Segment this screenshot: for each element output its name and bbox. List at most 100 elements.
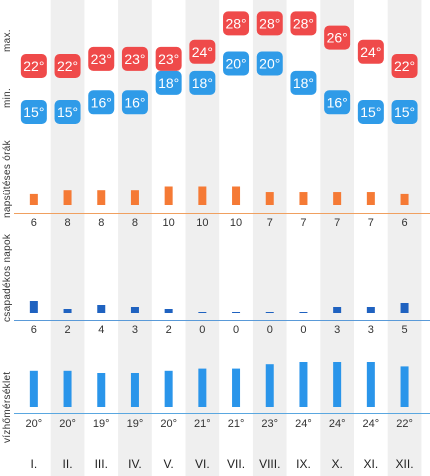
month-label: VI. — [195, 457, 210, 471]
water-temp-value: 23° — [261, 418, 278, 430]
sunshine-bar — [130, 190, 139, 205]
min-temp-badge — [54, 100, 81, 124]
month-label: V. — [164, 457, 174, 471]
min-temp-badge — [20, 100, 47, 124]
min-temp-value: 15° — [394, 104, 415, 120]
max-temp-value: 22° — [57, 58, 78, 74]
min-temp-value: 15° — [57, 104, 78, 120]
max-temp-badge — [54, 54, 81, 78]
month-label: XI. — [364, 457, 379, 471]
rain-value: 0 — [267, 324, 273, 336]
min-temp-badge — [155, 70, 182, 95]
max-temp-value: 28° — [259, 15, 280, 31]
min-temp-value: 20° — [259, 56, 280, 72]
max-temp-value: 23° — [91, 51, 112, 67]
month-label: IX. — [296, 457, 311, 471]
min-temp-badge — [256, 51, 283, 76]
rain-bar — [29, 301, 38, 313]
max-temp-value: 22° — [394, 58, 415, 74]
sunshine-value: 6 — [31, 217, 37, 229]
water-temp-value: 22° — [396, 418, 413, 430]
min-temp-badge — [88, 90, 115, 115]
max-temp-value: 28° — [225, 15, 246, 31]
water-temp-value: 20° — [160, 418, 177, 430]
rain-bar — [366, 307, 375, 313]
max-temp-badge — [20, 54, 47, 78]
sunshine-bar — [265, 192, 274, 205]
sunshine-values: 6 8 8 8 10 10 10 7 7 7 7 6 — [31, 217, 408, 229]
max-temp-label: max. — [2, 29, 13, 52]
rain-bar — [333, 307, 342, 313]
sunshine-bar — [299, 192, 308, 205]
max-temp-badge — [88, 46, 115, 71]
sunshine-value: 7 — [334, 217, 340, 229]
water-temp-value: 20° — [26, 418, 43, 430]
sunshine-value: 7 — [267, 217, 273, 229]
min-temp-value: 16° — [124, 94, 145, 110]
min-temp-value: 15° — [360, 104, 381, 120]
max-temp-value: 26° — [327, 30, 348, 46]
rain-bar — [130, 307, 139, 313]
water-temp-value: 24° — [295, 418, 312, 430]
sunshine-bar — [198, 186, 207, 205]
rain-value: 3 — [368, 324, 374, 336]
min-temp-value: 15° — [23, 104, 44, 120]
max-temp-value: 23° — [124, 51, 145, 67]
sunshine-value: 8 — [98, 217, 104, 229]
sunshine-value: 7 — [368, 217, 374, 229]
water-temp-value: 24° — [329, 418, 346, 430]
water-temp-bar — [232, 368, 241, 407]
month-label: VIII. — [259, 457, 280, 471]
max-temp-badge — [121, 46, 148, 71]
water-temp-bar — [29, 370, 38, 407]
rain-bar — [198, 312, 207, 313]
rain-bar — [97, 305, 106, 313]
sunshine-hours-label: napsütéses órák — [2, 139, 13, 218]
water-temp-bar — [299, 362, 308, 407]
min-temp-value: 16° — [91, 94, 112, 110]
month-label: XII. — [396, 457, 414, 471]
min-temp-value: 16° — [327, 94, 348, 110]
sunshine-bar — [164, 186, 173, 205]
min-temp-badge — [121, 90, 148, 115]
min-temp-badge — [324, 90, 351, 115]
rain-value: 2 — [64, 324, 70, 336]
month-label: IV. — [128, 457, 142, 471]
max-temp-value: 28° — [293, 15, 314, 31]
rainy-days-label: csapadékos napok — [2, 233, 13, 322]
sunshine-bars — [29, 186, 409, 205]
rain-values: 6 2 4 3 2 0 0 0 0 3 3 5 — [31, 324, 408, 336]
min-temp-value: 18° — [293, 75, 314, 91]
rain-value: 0 — [233, 324, 239, 336]
month-label: III. — [95, 457, 108, 471]
rain-bar — [299, 312, 308, 313]
max-temp-value: 22° — [23, 58, 44, 74]
rain-bar — [63, 309, 72, 313]
max-temp-badge — [155, 46, 182, 71]
sunshine-bar — [366, 192, 375, 205]
month-label: VII. — [227, 457, 245, 471]
sunshine-value: 8 — [132, 217, 138, 229]
min-temp-badge — [357, 100, 384, 124]
water-temp-label: vízhőmérséklet — [2, 372, 13, 443]
max-temp-badge — [357, 39, 384, 64]
rain-value: 3 — [132, 324, 138, 336]
month-label: I. — [31, 457, 38, 471]
rain-value: 0 — [300, 324, 306, 336]
sunshine-value: 10 — [163, 217, 175, 229]
rain-value: 4 — [98, 324, 104, 336]
water-temp-bar — [400, 366, 409, 407]
max-temp-badge — [256, 11, 283, 36]
water-temp-values: 20° 20° 19° 19° 20° 21° 21° 23° 24° 24° 24° 22° — [26, 418, 413, 430]
max-temp-badge — [223, 11, 250, 36]
water-temp-value: 20° — [59, 418, 76, 430]
water-temp-bar — [198, 368, 207, 407]
water-temp-bar — [333, 362, 342, 407]
rain-value: 5 — [401, 324, 407, 336]
water-temp-value: 21° — [194, 418, 211, 430]
max-temp-badge — [324, 25, 351, 50]
sunshine-value: 8 — [64, 217, 70, 229]
rain-bar — [265, 312, 274, 313]
max-temp-badges: 22° 22° 23° 23° 23° 24° 28° 28° 28° 26° 24° 22° — [20, 11, 418, 78]
